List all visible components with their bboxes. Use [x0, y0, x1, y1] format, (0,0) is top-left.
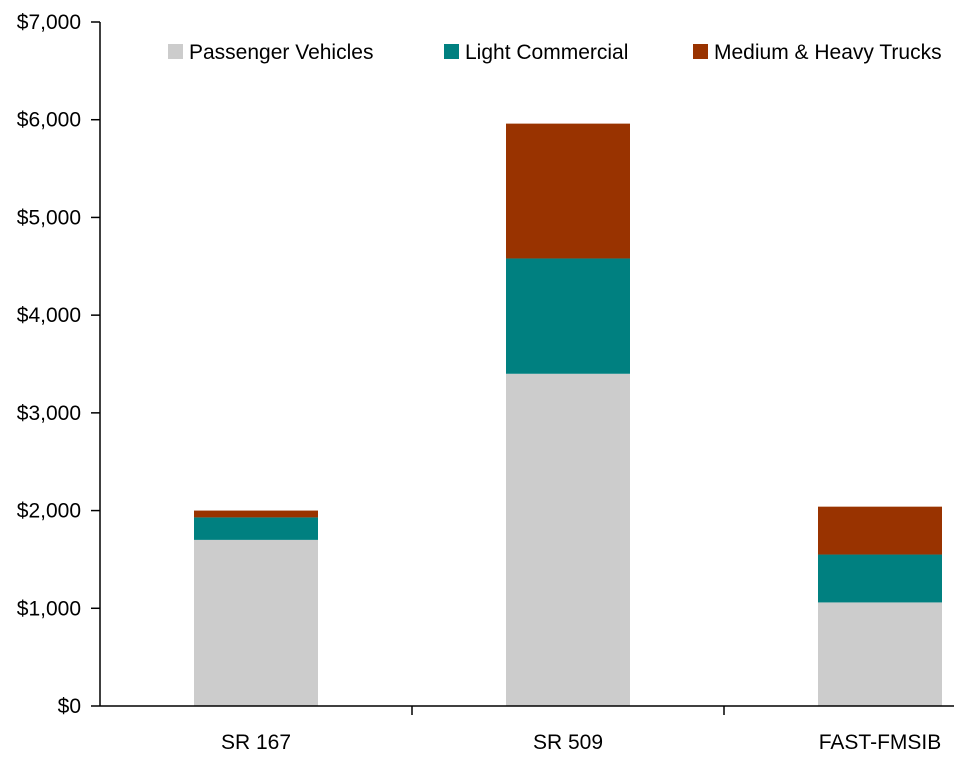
x-category-label: SR 167 — [221, 731, 291, 754]
x-category-label: SR 509 — [533, 731, 603, 754]
y-tick-label: $5,000 — [17, 206, 81, 229]
bar-segment-3-3 — [818, 506, 942, 555]
axes-group: $0 $1,000 $2,000 $3,000 $4,000 $5,000 $6,000 $7… — [17, 11, 954, 754]
y-tick-label: $3,000 — [17, 402, 81, 425]
legend-label: Light Commercial — [465, 41, 628, 64]
legend-label: Medium & Heavy Trucks — [714, 41, 942, 64]
y-tick-label: $1,000 — [17, 597, 81, 620]
y-tick-label: $4,000 — [17, 304, 81, 327]
y-tick-label: $2,000 — [17, 500, 81, 523]
bar-segment-2-1 — [506, 373, 630, 706]
bar-segment-2-2 — [506, 258, 630, 374]
bar-segment-2-3 — [506, 123, 630, 259]
bar-segment-3-2 — [818, 554, 942, 603]
legend-swatch — [444, 44, 459, 59]
bar-segment-1-3 — [194, 510, 318, 518]
y-tick-label: $6,000 — [17, 109, 81, 132]
legend-swatch — [693, 44, 708, 59]
legend: Passenger Vehicles Light Commercial Medium… — [168, 41, 942, 64]
bars-group — [194, 123, 942, 706]
bar-segment-1-1 — [194, 539, 318, 706]
y-tick-label: $0 — [58, 695, 81, 718]
x-category-label: FAST-FMSIB — [819, 731, 942, 754]
legend-swatch — [168, 44, 183, 59]
bar-segment-3-1 — [818, 602, 942, 706]
y-tick-label: $7,000 — [17, 11, 81, 34]
legend-label: Passenger Vehicles — [189, 41, 373, 64]
bar-segment-1-2 — [194, 517, 318, 540]
